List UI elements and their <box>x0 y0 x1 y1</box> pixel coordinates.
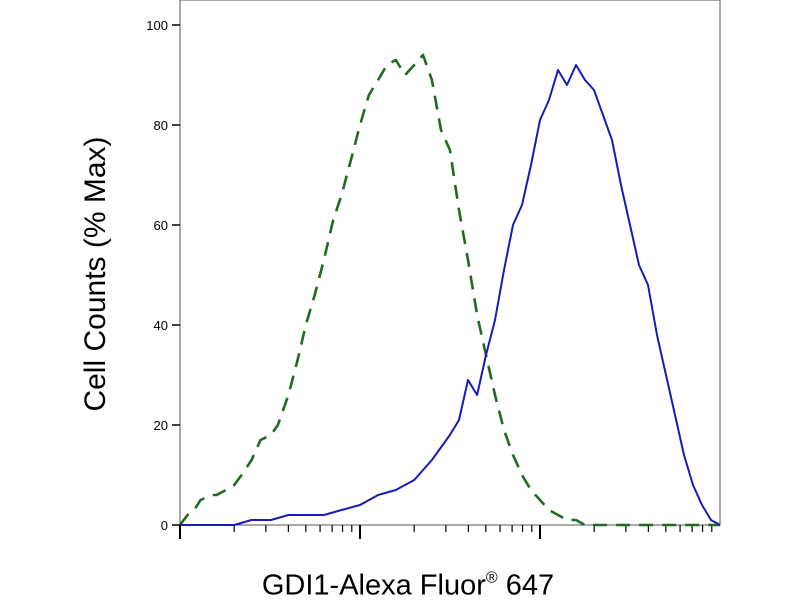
x-axis-label-text: GDI1-Alexa Fluor <box>261 569 486 602</box>
x-axis-label: GDI1-Alexa Fluor® 647 <box>262 570 554 603</box>
y-tick-label: 100 <box>146 18 168 33</box>
y-tick-label: 20 <box>154 418 168 433</box>
y-axis-label: Cell Counts (% Max) <box>79 136 112 412</box>
series-line-solid <box>180 64 721 526</box>
x-axis-label-superscript: ® <box>485 569 498 587</box>
plot-frame <box>179 0 721 526</box>
y-tick-label: 40 <box>154 318 168 333</box>
y-tick-label: 60 <box>154 218 168 233</box>
y-tick-label: 0 <box>161 518 168 533</box>
series-layer <box>178 53 721 527</box>
series-line-dashed <box>178 53 720 527</box>
x-axis-label-suffix: 647 <box>497 569 555 602</box>
y-tick-label: 80 <box>154 118 168 133</box>
axes: 0 20 40 60 80 100 <box>146 0 721 539</box>
